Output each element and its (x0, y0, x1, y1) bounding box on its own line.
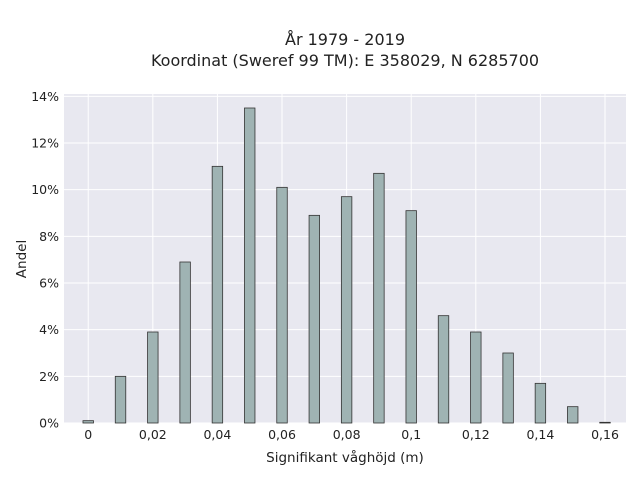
y-tick-label: 8% (39, 229, 59, 244)
x-tick-label: 0,1 (401, 427, 421, 442)
x-axis-ticks: 0 0,02 0,04 0,06 0,08 0,1 0,12 0,14 0,16 (84, 427, 619, 442)
y-tick-label: 6% (39, 276, 59, 291)
histogram-bar (534, 382, 547, 424)
histogram-bar (179, 261, 191, 424)
histogram-bar (147, 331, 159, 424)
histogram-bar (567, 406, 579, 424)
x-tick-label: 0,06 (268, 427, 296, 442)
histogram-bar (373, 172, 385, 424)
histogram-bar (340, 196, 353, 424)
y-tick-label: 4% (39, 322, 59, 337)
x-tick-label: 0 (84, 427, 92, 442)
chart-title-line-1: År 1979 - 2019 (285, 30, 405, 49)
x-tick-label: 0,14 (526, 427, 554, 442)
y-tick-label: 0% (39, 416, 59, 431)
histogram-bar (470, 331, 482, 424)
y-axis-ticks: 0% 2% 4% 6% 8% 10% 12% 14% (31, 89, 59, 431)
x-axis-title: Signifikant våghöjd (m) (266, 449, 424, 466)
y-tick-label: 14% (31, 89, 59, 104)
histogram-bar (276, 186, 288, 424)
histogram-bar (405, 210, 417, 424)
x-tick-label: 0,12 (462, 427, 490, 442)
chart-title-line-2: Koordinat (Sweref 99 TM): E 358029, N 62… (151, 51, 539, 70)
histogram-bar (244, 107, 256, 424)
histogram-bar (114, 375, 127, 424)
y-axis-title: Andel (14, 240, 30, 278)
x-tick-label: 0,04 (203, 427, 231, 442)
x-tick-label: 0,02 (139, 427, 167, 442)
bars (82, 107, 611, 424)
histogram-bar (502, 352, 514, 424)
y-tick-label: 12% (31, 136, 59, 151)
histogram-bar (82, 420, 94, 424)
x-tick-label: 0,08 (333, 427, 361, 442)
histogram-bar (308, 214, 320, 424)
y-tick-label: 2% (39, 369, 59, 384)
histogram-bar (211, 165, 224, 424)
y-tick-label: 10% (31, 182, 59, 197)
histogram-bar (599, 421, 611, 424)
histogram-bar (437, 315, 450, 424)
x-tick-label: 0,16 (591, 427, 619, 442)
